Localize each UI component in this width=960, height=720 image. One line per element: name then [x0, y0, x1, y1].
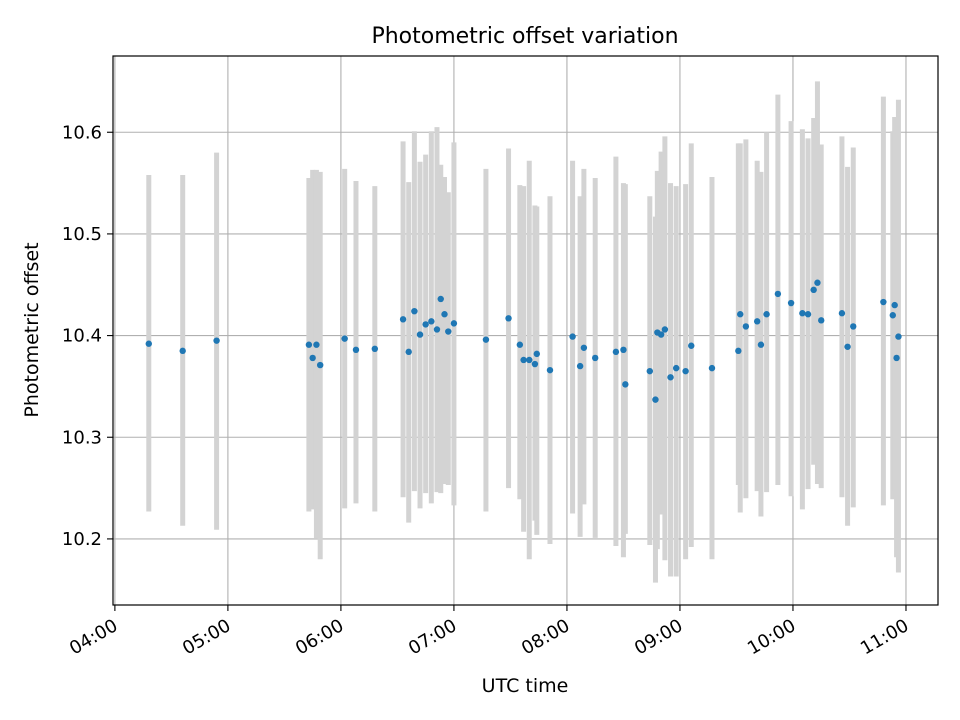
data-point — [682, 367, 689, 375]
y-tick-label: 10.3 — [62, 427, 102, 448]
data-point — [371, 345, 379, 352]
data-point — [708, 364, 716, 372]
data-point — [850, 323, 857, 330]
y-axis-label: Photometric offset — [21, 242, 43, 417]
data-point — [546, 366, 554, 374]
data-point — [437, 295, 444, 303]
data-point — [316, 361, 324, 369]
data-point — [416, 331, 424, 338]
x-axis-label: UTC time — [482, 675, 569, 697]
data-point — [313, 341, 320, 348]
data-point — [688, 342, 695, 349]
data-point — [646, 367, 654, 375]
data-point — [818, 317, 825, 324]
y-tick-label: 10.2 — [62, 529, 102, 550]
error-bars — [146, 81, 901, 583]
data-point — [411, 307, 418, 315]
y-axis-ticks: 10.2 10.3 10.4 10.5 10.6 — [62, 122, 113, 550]
chart-title: Photometric offset variation — [371, 24, 678, 49]
data-point — [787, 299, 795, 307]
data-point — [352, 346, 360, 354]
y-tick-label: 10.5 — [62, 224, 102, 245]
data-point — [620, 346, 627, 354]
data-point — [799, 310, 806, 317]
data-point — [895, 333, 902, 340]
data-point — [844, 343, 851, 350]
data-point — [667, 374, 674, 381]
data-point — [576, 362, 584, 370]
data-point — [838, 310, 846, 317]
data-point — [612, 348, 620, 356]
y-tick-label: 10.6 — [62, 122, 102, 143]
data-point — [880, 298, 887, 306]
data-point — [774, 290, 782, 298]
data-point — [145, 340, 152, 347]
data-point — [891, 301, 898, 309]
data-point — [531, 360, 539, 368]
data-point — [516, 341, 524, 348]
data-point — [661, 326, 669, 333]
data-point — [814, 279, 821, 286]
data-point — [428, 318, 435, 325]
data-points — [145, 279, 902, 403]
data-point — [445, 328, 452, 335]
y-tick-label: 10.4 — [62, 326, 102, 347]
data-point — [309, 354, 316, 362]
data-point — [533, 350, 541, 358]
data-point — [652, 396, 659, 403]
data-point — [526, 356, 533, 364]
data-point — [422, 321, 429, 328]
data-point — [505, 315, 512, 322]
data-point — [591, 354, 599, 362]
data-point — [405, 348, 412, 356]
data-point — [810, 286, 817, 294]
data-point — [179, 347, 186, 355]
data-point — [213, 337, 220, 344]
data-point — [622, 381, 629, 388]
data-point — [569, 333, 576, 340]
data-point — [441, 311, 448, 318]
data-point — [742, 323, 750, 330]
data-point — [735, 347, 742, 355]
data-point — [580, 344, 588, 351]
data-point — [450, 320, 458, 327]
data-point — [341, 335, 348, 342]
data-point — [893, 354, 900, 362]
data-point — [804, 311, 812, 318]
data-point — [763, 311, 770, 318]
data-point — [520, 356, 527, 364]
data-point — [757, 341, 765, 348]
axes-frame — [112, 55, 939, 606]
data-point — [305, 341, 313, 348]
data-point — [657, 331, 665, 338]
data-point — [737, 311, 744, 318]
data-point — [433, 326, 441, 333]
data-point — [672, 364, 680, 372]
data-point — [753, 318, 761, 325]
plot-area — [113, 56, 938, 605]
data-point — [889, 312, 896, 319]
data-point — [399, 316, 407, 323]
data-point — [482, 336, 490, 343]
